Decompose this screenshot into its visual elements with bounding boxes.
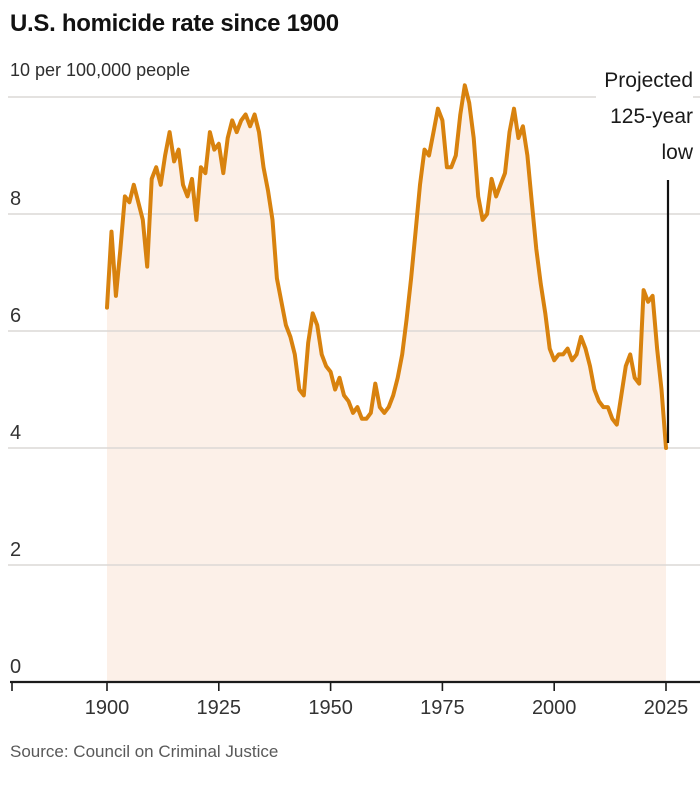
area-fill — [107, 85, 666, 683]
chart-title: U.S. homicide rate since 1900 — [10, 10, 339, 37]
y-tick-label-2: 2 — [10, 539, 21, 561]
y-tick-label-6: 6 — [10, 305, 21, 327]
annotation-line-2: 125-year — [610, 105, 693, 128]
x-tick-label-2025: 2025 — [644, 697, 689, 719]
y-axis-unit-label: 10 per 100,000 people — [10, 60, 191, 80]
y-tick-label-8: 8 — [10, 188, 21, 210]
x-tick-label-1975: 1975 — [420, 697, 465, 719]
x-tick-label-1950: 1950 — [308, 697, 353, 719]
annotation-projected-low: Projected 125-year low — [596, 63, 693, 171]
y-tick-label-4: 4 — [10, 422, 21, 444]
x-tick-label-2000: 2000 — [532, 697, 577, 719]
annotation-line-1: Projected — [604, 69, 693, 92]
source-note: Source: Council on Criminal Justice — [10, 742, 279, 761]
annotation-line-3: low — [661, 141, 693, 164]
rate-line — [105, 83, 668, 450]
x-tick-label-1900: 1900 — [85, 697, 130, 719]
y-tick-label-0: 0 — [10, 656, 21, 678]
x-tick-label-1925: 1925 — [197, 697, 242, 719]
